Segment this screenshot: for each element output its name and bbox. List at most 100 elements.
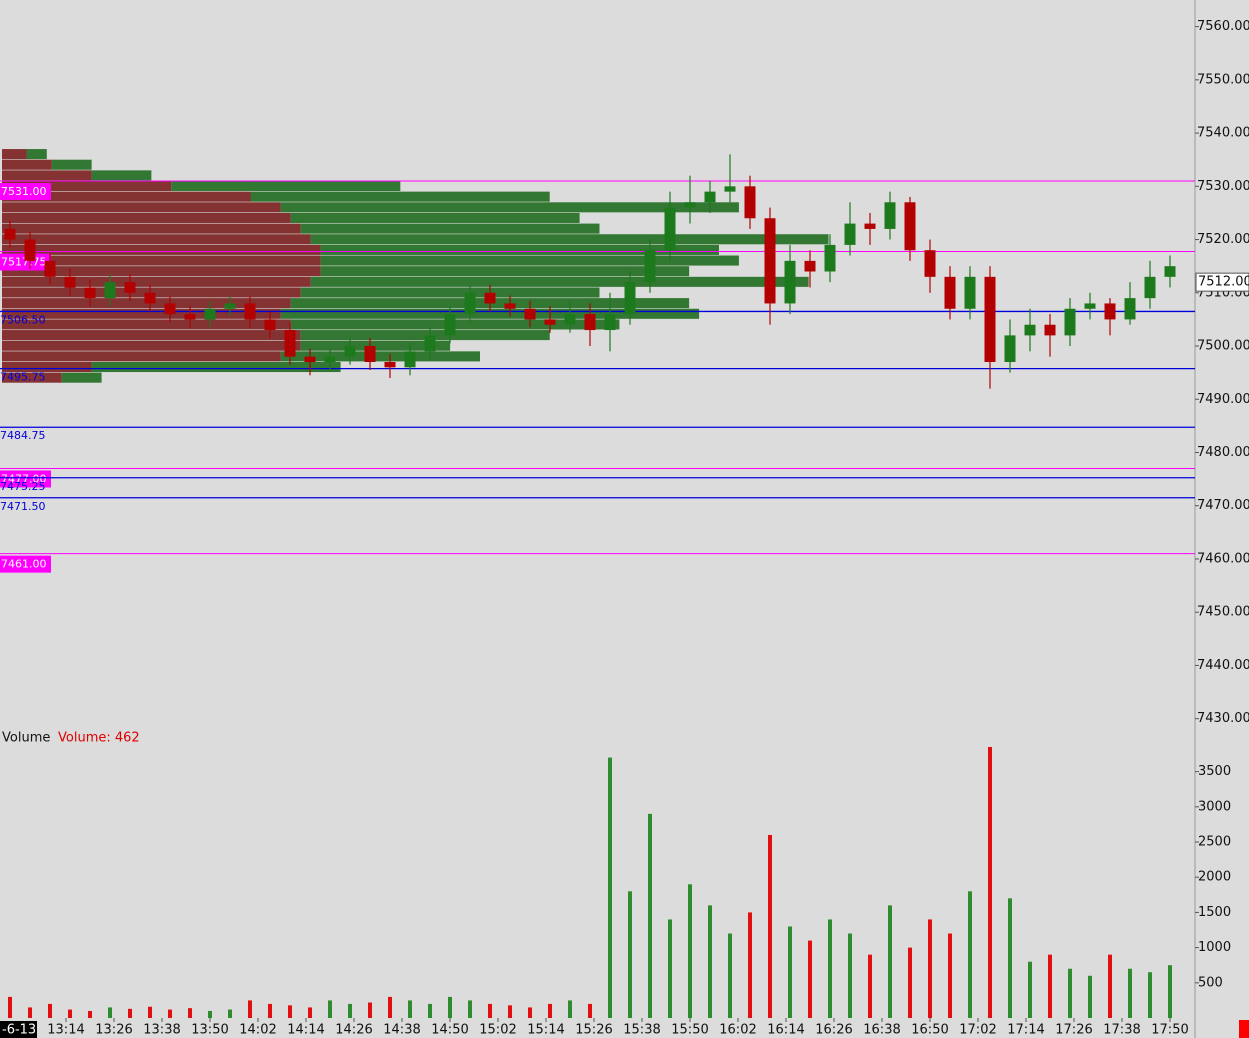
level-label: 7484.75 bbox=[0, 429, 46, 442]
candle-body bbox=[484, 292, 496, 304]
date-label: -6-13 bbox=[2, 1023, 36, 1038]
volume-bar bbox=[408, 1000, 412, 1018]
x-tick-label: 15:26 bbox=[575, 1023, 612, 1038]
profile-buy bbox=[51, 159, 92, 170]
candle-body bbox=[44, 260, 56, 277]
profile-sell bbox=[2, 159, 52, 170]
candle-body bbox=[844, 223, 856, 245]
candle-body bbox=[4, 228, 16, 240]
volume-bar bbox=[748, 912, 752, 1018]
profile-buy bbox=[91, 362, 341, 373]
volume-bar bbox=[288, 1005, 292, 1018]
profile-buy bbox=[300, 340, 451, 351]
candle-body bbox=[444, 314, 456, 336]
x-tick-label: 16:26 bbox=[815, 1023, 852, 1038]
volume-tick-label: 3500 bbox=[1198, 764, 1231, 779]
y-tick-label: 7430.00 bbox=[1197, 711, 1249, 726]
volume-bar bbox=[328, 1000, 332, 1018]
level-label: 7475.25 bbox=[0, 480, 46, 493]
candle-body bbox=[804, 260, 816, 272]
profile-sell bbox=[2, 234, 311, 245]
volume-bar bbox=[28, 1007, 32, 1018]
candle-body bbox=[84, 287, 96, 299]
profile-sell bbox=[2, 181, 172, 192]
x-tick-label: 15:14 bbox=[527, 1023, 564, 1038]
level-label-bg bbox=[0, 555, 51, 573]
candle-body bbox=[1084, 303, 1096, 309]
volume-bar bbox=[708, 905, 712, 1018]
candle-body bbox=[904, 202, 916, 251]
candle-body bbox=[1104, 303, 1116, 320]
profile-sell bbox=[2, 170, 92, 181]
volume-bar bbox=[48, 1003, 52, 1018]
candle-body bbox=[924, 250, 936, 277]
profile-buy bbox=[171, 181, 401, 192]
volume-bar bbox=[68, 1009, 72, 1018]
profile-buy bbox=[310, 276, 809, 287]
x-tick-label: 13:26 bbox=[95, 1023, 132, 1038]
volume-readout: Volume: 462 bbox=[58, 731, 140, 746]
level-label: 7506.50 bbox=[0, 313, 46, 326]
candle-body bbox=[984, 276, 996, 362]
volume-bar bbox=[768, 834, 772, 1018]
x-tick-label: 16:14 bbox=[767, 1023, 804, 1038]
current-price-bg bbox=[1195, 272, 1249, 292]
profile-buy bbox=[290, 212, 580, 223]
volume-bar bbox=[88, 1010, 92, 1018]
volume-tick-label: 500 bbox=[1198, 975, 1223, 990]
x-tick-label: 13:38 bbox=[143, 1023, 180, 1038]
candle-body bbox=[224, 303, 236, 309]
candle-body bbox=[1044, 324, 1056, 336]
candle-body bbox=[304, 356, 316, 362]
candle-body bbox=[104, 282, 116, 299]
level-label: 7517.75 bbox=[1, 256, 47, 269]
level-label: 7471.50 bbox=[0, 500, 46, 513]
profile-sell bbox=[2, 266, 321, 277]
profile-buy bbox=[320, 266, 690, 277]
candle-body bbox=[24, 239, 36, 261]
candle-body bbox=[504, 303, 516, 309]
candle-body bbox=[644, 250, 656, 283]
x-tick-label: 16:38 bbox=[863, 1023, 900, 1038]
volume-bar bbox=[168, 1009, 172, 1018]
candle-body bbox=[164, 303, 176, 315]
candle-body bbox=[724, 186, 736, 192]
volume-bar bbox=[848, 933, 852, 1018]
x-tick-label: 14:38 bbox=[383, 1023, 420, 1038]
volume-tick-label: 1500 bbox=[1198, 905, 1231, 920]
profile-buy bbox=[280, 351, 480, 362]
candle-body bbox=[424, 335, 436, 352]
volume-bar bbox=[688, 884, 692, 1018]
level-label-bg bbox=[0, 470, 51, 488]
candle-body bbox=[524, 308, 536, 320]
x-tick-label: 13:50 bbox=[191, 1023, 228, 1038]
level-label: 7477.00 bbox=[1, 472, 47, 485]
volume-bar bbox=[668, 919, 672, 1018]
volume-bar bbox=[8, 996, 12, 1018]
profile-sell bbox=[2, 255, 321, 266]
y-tick-label: 7460.00 bbox=[1197, 551, 1249, 566]
volume-bar bbox=[108, 1007, 112, 1018]
candle-body bbox=[284, 330, 296, 357]
level-label: 7531.00 bbox=[1, 185, 47, 198]
profile-buy bbox=[320, 244, 719, 255]
profile-sell bbox=[2, 372, 62, 383]
profile-sell bbox=[2, 308, 281, 319]
profile-sell bbox=[2, 330, 301, 341]
x-tick-label: 15:50 bbox=[671, 1023, 708, 1038]
y-tick-label: 7490.00 bbox=[1197, 392, 1249, 407]
candle-body bbox=[684, 202, 696, 208]
candle-body bbox=[364, 346, 376, 362]
candle-body bbox=[464, 292, 476, 315]
profile-sell bbox=[2, 340, 301, 351]
profile-sell bbox=[2, 244, 321, 255]
volume-bar bbox=[1048, 954, 1052, 1018]
volume-bar bbox=[568, 1000, 572, 1018]
candle-body bbox=[404, 351, 416, 368]
volume-bar bbox=[188, 1008, 192, 1018]
x-tick-label: 14:26 bbox=[335, 1023, 372, 1038]
x-tick-label: 16:50 bbox=[911, 1023, 948, 1038]
candle-body bbox=[964, 276, 976, 309]
candle-body bbox=[264, 319, 276, 331]
x-tick-label: 17:38 bbox=[1103, 1023, 1140, 1038]
